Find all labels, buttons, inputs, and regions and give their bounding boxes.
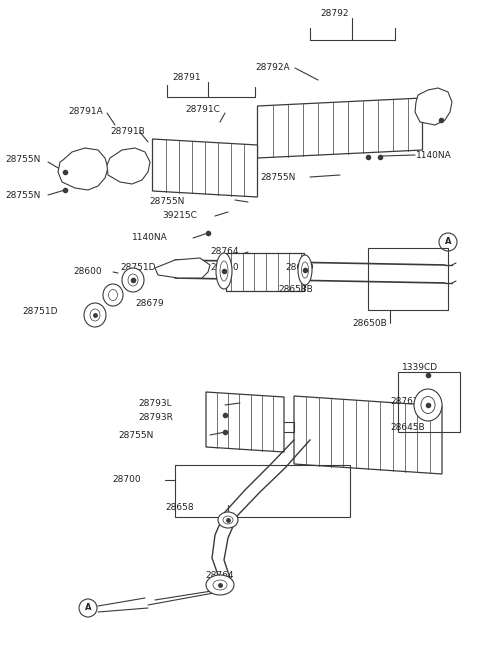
Text: 1339CD: 1339CD bbox=[402, 362, 438, 371]
Bar bbox=[398, 372, 460, 432]
Text: 28650B: 28650B bbox=[352, 320, 387, 329]
Polygon shape bbox=[153, 139, 257, 197]
Ellipse shape bbox=[218, 512, 238, 528]
Ellipse shape bbox=[84, 303, 106, 327]
Text: 28792A: 28792A bbox=[255, 62, 289, 71]
Text: 28791: 28791 bbox=[172, 73, 201, 83]
Text: 28755N: 28755N bbox=[260, 172, 295, 181]
Text: 28755N: 28755N bbox=[118, 430, 154, 440]
Text: 28751D: 28751D bbox=[120, 263, 156, 272]
Text: 28700: 28700 bbox=[112, 476, 141, 485]
Ellipse shape bbox=[216, 253, 232, 289]
Text: 28755N: 28755N bbox=[150, 196, 185, 206]
Ellipse shape bbox=[206, 575, 234, 595]
Ellipse shape bbox=[298, 255, 312, 285]
Text: 28791B: 28791B bbox=[110, 126, 145, 136]
Bar bbox=[226, 253, 304, 291]
Ellipse shape bbox=[122, 268, 144, 292]
Polygon shape bbox=[58, 148, 108, 190]
Text: 28950: 28950 bbox=[210, 263, 239, 272]
Text: 28793R: 28793R bbox=[138, 413, 173, 422]
Text: 28793L: 28793L bbox=[138, 398, 172, 407]
Bar bbox=[368, 248, 448, 310]
Text: 28764: 28764 bbox=[210, 248, 239, 257]
Text: 28645B: 28645B bbox=[390, 422, 425, 432]
Polygon shape bbox=[257, 98, 422, 158]
Polygon shape bbox=[294, 396, 442, 474]
Text: 1140NA: 1140NA bbox=[416, 151, 452, 160]
Text: 28764: 28764 bbox=[205, 572, 233, 580]
Text: 28658: 28658 bbox=[165, 502, 193, 512]
Ellipse shape bbox=[103, 284, 123, 306]
Polygon shape bbox=[206, 392, 284, 452]
Text: 28679: 28679 bbox=[135, 299, 164, 307]
Text: 28658B: 28658B bbox=[278, 286, 313, 295]
Text: 28600: 28600 bbox=[73, 267, 102, 276]
Polygon shape bbox=[415, 88, 452, 125]
Text: 28791C: 28791C bbox=[185, 105, 220, 115]
Ellipse shape bbox=[414, 389, 442, 421]
Text: A: A bbox=[85, 603, 91, 612]
Text: 28755N: 28755N bbox=[5, 191, 40, 200]
Text: 28679: 28679 bbox=[285, 263, 313, 272]
Polygon shape bbox=[155, 258, 210, 278]
Text: 28755N: 28755N bbox=[5, 155, 40, 164]
Text: 39215C: 39215C bbox=[162, 212, 197, 221]
Text: 28762A: 28762A bbox=[390, 398, 425, 407]
Text: 28791A: 28791A bbox=[68, 107, 103, 115]
Bar bbox=[175, 465, 350, 517]
Text: 28751D: 28751D bbox=[22, 307, 58, 316]
Polygon shape bbox=[107, 148, 150, 184]
Text: 28792: 28792 bbox=[320, 10, 348, 18]
Text: 1140NA: 1140NA bbox=[132, 233, 168, 242]
Text: A: A bbox=[445, 238, 451, 246]
